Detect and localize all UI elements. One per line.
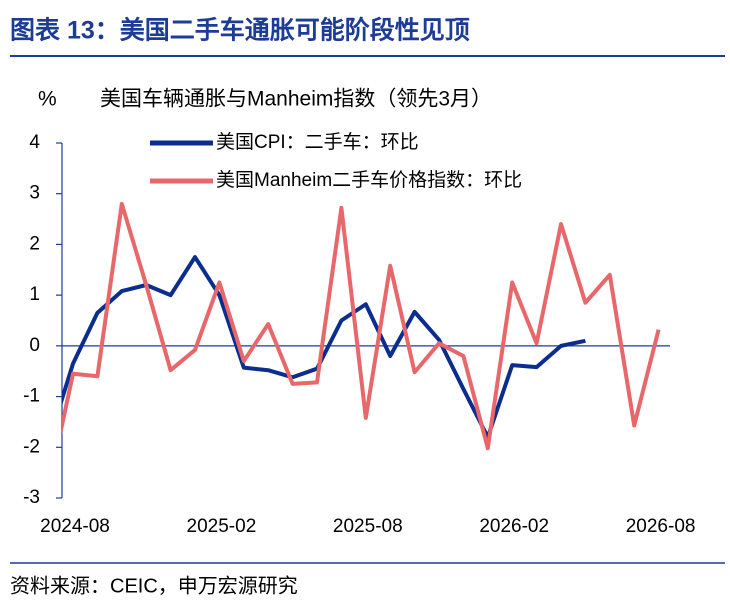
y-tick-label: 1 [29, 284, 40, 305]
plot-area [62, 201, 661, 451]
y-axis-label: % [38, 88, 57, 111]
y-tick-label: 2 [29, 233, 40, 254]
x-tick-label: 2025-08 [333, 516, 403, 537]
x-tick-label: 2025-02 [187, 516, 257, 537]
y-tick-label: 0 [29, 335, 40, 356]
x-tick-label: 2024-08 [40, 516, 110, 537]
x-tick-label: 2026-02 [479, 516, 549, 537]
x-tick-label: 2026-08 [626, 516, 696, 537]
chart-title: 美国车辆通胀与Manheim指数（领先3月） [100, 88, 492, 111]
footer-source: 资料来源：CEIC，申万宏源研究 [10, 574, 298, 597]
legend-label: 美国Manheim二手车价格指数：环比 [216, 169, 522, 191]
header-title: 图表 13：美国二手车通胀可能阶段性见顶 [10, 16, 470, 45]
series-line [62, 201, 661, 451]
legend-label: 美国CPI：二手车：环比 [216, 131, 419, 153]
y-tick-label: -2 [23, 436, 40, 457]
y-tick-label: 3 [29, 183, 40, 204]
series-line [62, 255, 586, 440]
y-tick-label: -3 [23, 487, 40, 508]
y-tick-label: -1 [23, 386, 40, 407]
y-tick-label: 4 [29, 132, 40, 153]
